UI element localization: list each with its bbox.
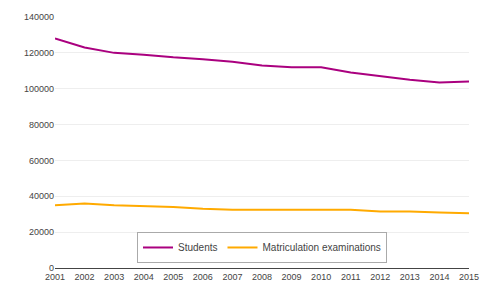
- svg-text:2009: 2009: [282, 272, 302, 282]
- svg-text:Matriculation examinations: Matriculation examinations: [262, 242, 380, 253]
- svg-text:140000: 140000: [24, 12, 54, 22]
- svg-text:0: 0: [49, 263, 54, 273]
- svg-text:20000: 20000: [29, 227, 54, 237]
- svg-text:2008: 2008: [252, 272, 272, 282]
- svg-text:2012: 2012: [370, 272, 390, 282]
- svg-text:2006: 2006: [193, 272, 213, 282]
- svg-text:2010: 2010: [311, 272, 331, 282]
- svg-text:2005: 2005: [163, 272, 183, 282]
- svg-text:2014: 2014: [429, 272, 449, 282]
- svg-text:120000: 120000: [24, 48, 54, 58]
- svg-text:2001: 2001: [45, 272, 65, 282]
- svg-text:2002: 2002: [75, 272, 95, 282]
- svg-text:2003: 2003: [104, 272, 124, 282]
- svg-text:80000: 80000: [29, 120, 54, 130]
- svg-text:40000: 40000: [29, 191, 54, 201]
- svg-text:2013: 2013: [400, 272, 420, 282]
- svg-text:2015: 2015: [459, 272, 479, 282]
- svg-text:2004: 2004: [134, 272, 154, 282]
- svg-text:Students: Students: [178, 242, 217, 253]
- svg-text:2007: 2007: [222, 272, 242, 282]
- svg-text:100000: 100000: [24, 84, 54, 94]
- svg-text:60000: 60000: [29, 156, 54, 166]
- svg-text:2011: 2011: [341, 272, 360, 282]
